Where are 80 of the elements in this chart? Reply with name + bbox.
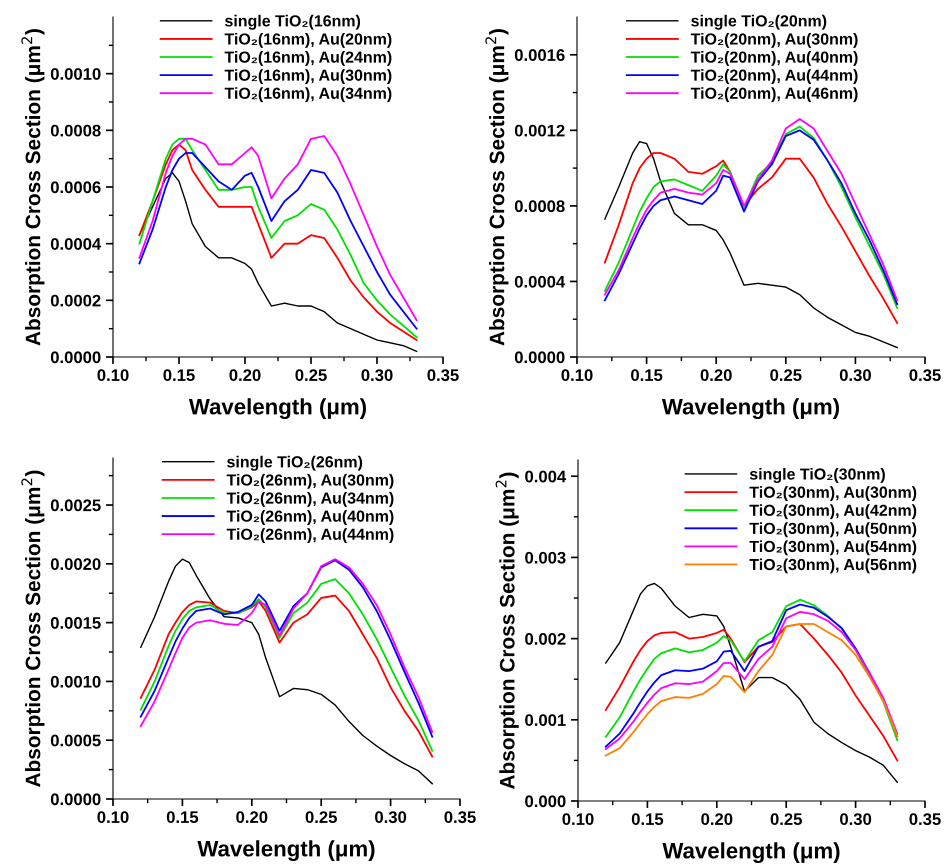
legend-label: TiO₂(26nm), Au(34nm)	[226, 492, 394, 507]
x-axis-title: Wavelength (μm)	[662, 842, 840, 864]
legend-label: TiO₂(20nm), Au(40nm)	[690, 51, 858, 66]
legend-label: TiO₂(20nm), Au(30nm)	[690, 32, 858, 48]
x-tick-label: 0.20	[701, 813, 732, 826]
x-tick-label: 0.15	[166, 811, 198, 824]
y-tick-label: 0.002	[525, 633, 566, 645]
legend-label: TiO₂(30nm), Au(30nm)	[749, 486, 916, 502]
x-tick-label: 0.30	[840, 369, 871, 382]
y-axis-title: Absorption Cross Section (μm$^{2}$)	[496, 472, 519, 790]
legend-label: single TiO₂(20nm)	[691, 14, 826, 30]
y-tick-label: 0.0016	[514, 49, 565, 61]
y-tick-label: 0.0010	[50, 68, 101, 80]
y-tick-label: 0.0000	[50, 351, 101, 364]
x-tick-label: 0.10	[561, 369, 593, 382]
y-tick-label: 0.0005	[50, 734, 101, 746]
y-tick-label: 0.0015	[50, 617, 101, 629]
legend-label: TiO₂(30nm), Au(50nm)	[749, 522, 916, 538]
x-tick-label: 0.35	[909, 813, 941, 826]
x-tick-label: 0.15	[163, 369, 195, 382]
y-tick-label: 0.0008	[514, 200, 565, 212]
y-tick-label: 0.004	[525, 470, 566, 482]
x-tick-label: 0.30	[840, 813, 872, 826]
y-tick-label: 0.0004	[514, 276, 566, 288]
legend-label: TiO₂(16nm), Au(24nm)	[224, 51, 392, 66]
y-tick-label: 0.0008	[50, 124, 101, 137]
y-tick-label: 0.001	[525, 714, 566, 726]
line-series	[605, 582, 898, 784]
y-axis-title: Absorption Cross Section (μm$^{2}$)	[21, 470, 44, 788]
legend-label: TiO₂(20nm), Au(46nm)	[690, 87, 858, 102]
x-axis-title: Wavelength (μm)	[197, 840, 374, 862]
y-tick-label: 0.0012	[514, 124, 565, 137]
x-tick-label: 0.20	[229, 369, 261, 382]
y-tick-label: 0.0020	[50, 558, 101, 570]
legend-label: TiO₂(30nm), Au(42nm)	[749, 504, 916, 520]
y-axis-title: Absorption Cross Section (μm$^{2}$)	[21, 29, 44, 346]
line-series	[604, 140, 898, 348]
x-tick-label: 0.20	[236, 811, 268, 824]
y-axis-title: Absorption Cross Section (μm$^{2}$)	[485, 29, 508, 346]
legend-label: TiO₂(16nm), Au(30nm)	[224, 69, 392, 84]
x-tick-label: 0.30	[361, 369, 393, 382]
x-tick-label: 0.35	[909, 369, 941, 382]
x-tick-label: 0.30	[375, 811, 406, 824]
x-tick-label: 0.10	[97, 811, 129, 824]
legend-label: TiO₂(26nm), Au(40nm)	[226, 510, 394, 525]
x-axis-title: Wavelength (μm)	[662, 398, 839, 420]
line-series	[604, 152, 898, 324]
line-series	[140, 558, 433, 784]
x-tick-label: 0.35	[444, 811, 476, 824]
legend-label: TiO₂(30nm), Au(56nm)	[749, 558, 916, 574]
y-tick-label: 0.0002	[50, 294, 101, 307]
y-tick-label: 0.0010	[50, 676, 101, 688]
x-tick-label: 0.10	[562, 813, 594, 826]
x-tick-label: 0.25	[770, 813, 802, 826]
legend-label: single TiO₂(16nm)	[225, 14, 360, 30]
legend-label: TiO₂(30nm), Au(54nm)	[749, 540, 916, 556]
x-tick-label: 0.25	[306, 811, 337, 824]
x-tick-label: 0.20	[700, 369, 732, 382]
x-tick-label: 0.25	[295, 369, 327, 382]
y-tick-label: 0.0025	[50, 499, 101, 512]
y-tick-label: 0.0000	[50, 793, 101, 806]
x-tick-label: 0.15	[632, 813, 664, 826]
legend-label: single TiO₂(30nm)	[750, 468, 885, 483]
x-tick-label: 0.35	[427, 369, 459, 382]
x-axis-title: Wavelength (μm)	[188, 398, 366, 420]
y-tick-label: 0.0004	[50, 238, 102, 250]
y-tick-label: 0.0000	[514, 351, 565, 364]
x-tick-label: 0.25	[770, 369, 802, 382]
legend-label: TiO₂(16nm), Au(34nm)	[224, 87, 392, 102]
y-tick-label: 0.000	[525, 795, 566, 808]
x-tick-label: 0.15	[631, 369, 662, 382]
line-series	[138, 172, 418, 352]
y-tick-label: 0.003	[525, 552, 566, 564]
legend-label: TiO₂(26nm), Au(44nm)	[226, 528, 394, 544]
legend-label: TiO₂(16nm), Au(20nm)	[224, 32, 392, 48]
legend-label: TiO₂(20nm), Au(44nm)	[690, 69, 858, 84]
y-tick-label: 0.0006	[50, 181, 101, 194]
legend-label: TiO₂(26nm), Au(30nm)	[226, 474, 394, 489]
x-tick-label: 0.10	[97, 369, 129, 382]
legend-label: single TiO₂(26nm)	[227, 456, 362, 471]
